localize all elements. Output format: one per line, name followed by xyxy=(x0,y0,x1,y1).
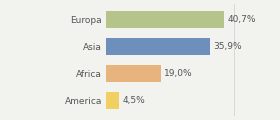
Text: 4,5%: 4,5% xyxy=(122,96,145,105)
Text: 19,0%: 19,0% xyxy=(164,69,193,78)
Text: 35,9%: 35,9% xyxy=(213,42,242,51)
Bar xyxy=(106,92,120,109)
Text: 40,7%: 40,7% xyxy=(227,15,256,24)
Bar xyxy=(106,11,224,28)
Bar xyxy=(106,38,210,55)
Bar xyxy=(106,65,162,82)
